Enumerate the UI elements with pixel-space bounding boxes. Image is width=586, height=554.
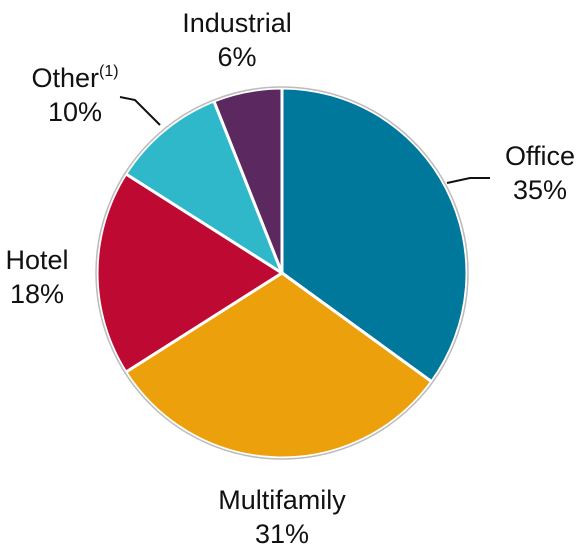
category-label: Office bbox=[505, 141, 575, 171]
category-label: Other(1) bbox=[31, 63, 118, 93]
value-label: 35% bbox=[513, 175, 567, 205]
pie-slice bbox=[123, 271, 434, 460]
category-name: Office bbox=[505, 141, 575, 171]
leader-line bbox=[119, 96, 161, 126]
category-label: Hotel bbox=[5, 245, 68, 275]
category-name: Other bbox=[31, 63, 99, 93]
category-name: Multifamily bbox=[218, 485, 346, 515]
category-label: Multifamily bbox=[218, 485, 346, 515]
footnote-marker: (1) bbox=[99, 63, 119, 80]
pie-slice bbox=[211, 86, 284, 274]
pie-slice bbox=[95, 171, 285, 375]
category-name: Industrial bbox=[182, 8, 292, 38]
pie-outline bbox=[95, 86, 469, 460]
pie-slice bbox=[280, 86, 469, 384]
value-label: 18% bbox=[10, 279, 64, 309]
value-label: 6% bbox=[217, 42, 256, 72]
value-label: 31% bbox=[255, 519, 309, 549]
value-label: 10% bbox=[48, 97, 102, 127]
category-label: Industrial bbox=[182, 8, 292, 38]
leader-line bbox=[446, 177, 490, 184]
pie-slice bbox=[123, 99, 286, 277]
category-name: Hotel bbox=[5, 245, 68, 275]
